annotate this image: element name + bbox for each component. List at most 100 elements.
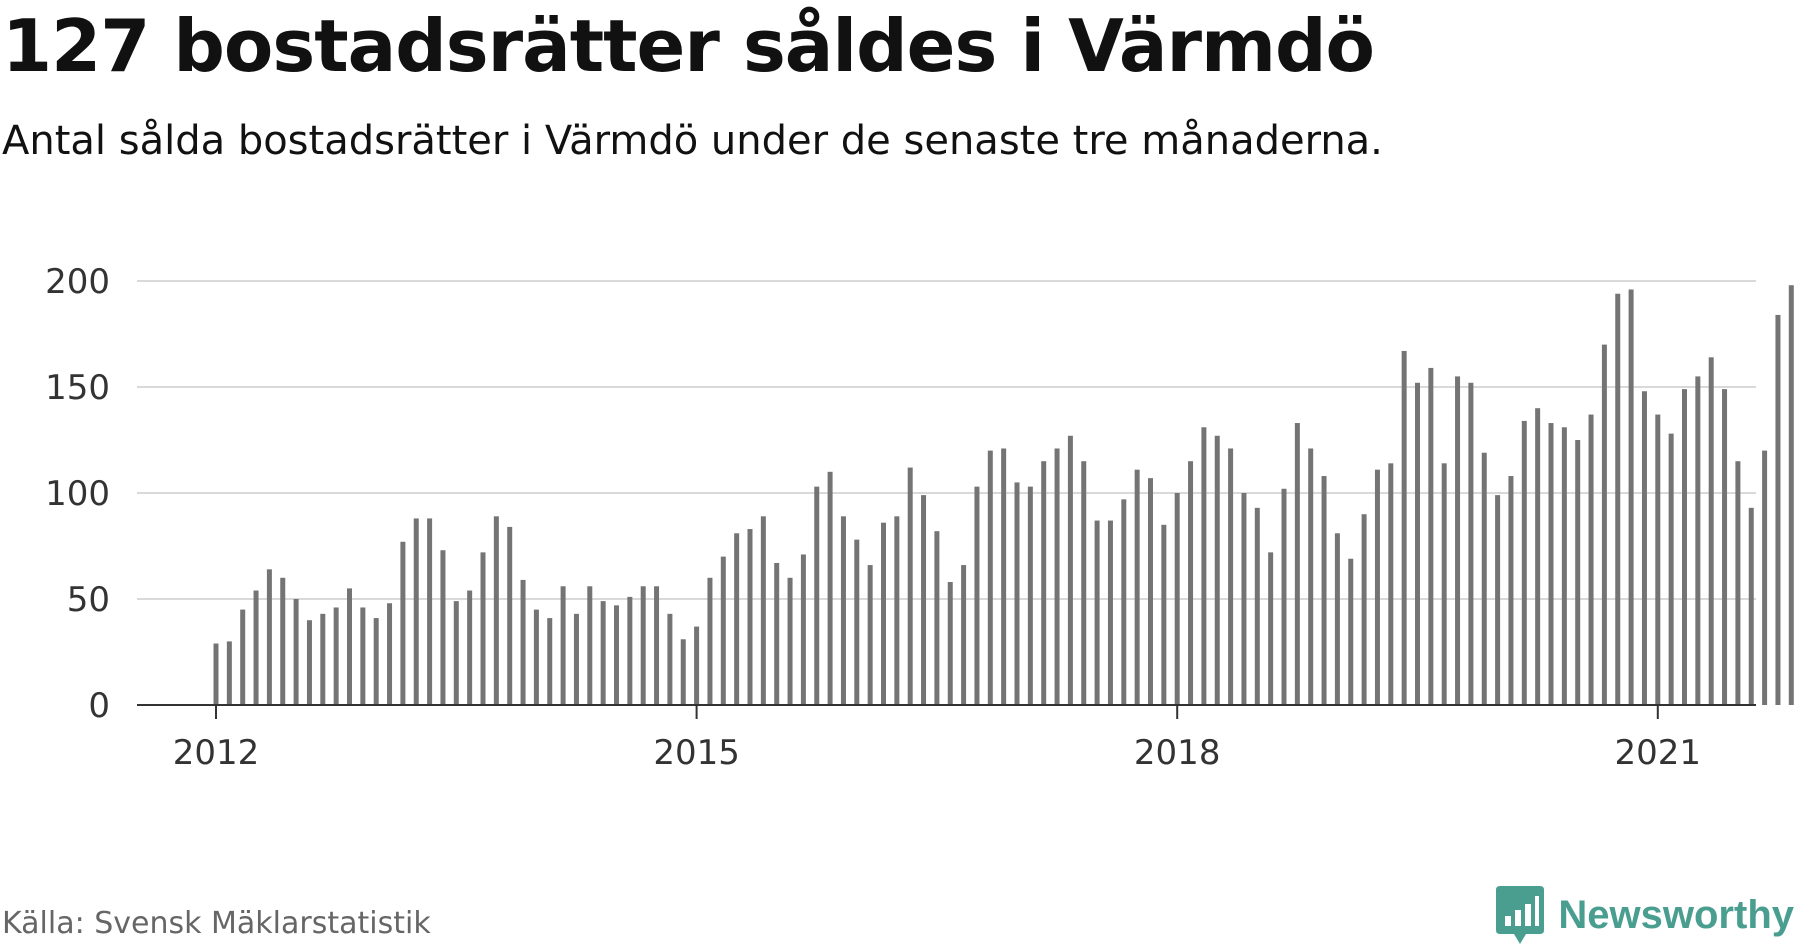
bar bbox=[600, 601, 606, 705]
y-axis-ticks: 0 50 100 150 200 bbox=[45, 262, 110, 726]
bar bbox=[360, 607, 366, 705]
bar bbox=[1348, 558, 1354, 705]
bar bbox=[1481, 452, 1487, 705]
chart-title: 127 bostadsrätter såldes i Värmdö bbox=[2, 4, 1375, 88]
bar bbox=[213, 643, 219, 705]
chart-subtitle: Antal sålda bostadsrätter i Värmdö under… bbox=[2, 118, 1383, 164]
bar bbox=[1441, 463, 1447, 705]
bar bbox=[1575, 440, 1581, 705]
x-tick-label: 2018 bbox=[1134, 733, 1221, 773]
bar bbox=[1334, 533, 1340, 705]
bar bbox=[266, 569, 272, 705]
y-tick-label: 50 bbox=[67, 580, 110, 620]
bar bbox=[854, 539, 860, 705]
bar bbox=[787, 577, 793, 705]
bar bbox=[1641, 391, 1647, 705]
bar bbox=[1027, 486, 1033, 705]
bars bbox=[213, 285, 1794, 705]
bar bbox=[840, 516, 846, 705]
bar bbox=[774, 562, 780, 705]
bar bbox=[573, 613, 579, 705]
bar bbox=[867, 565, 873, 705]
bar bbox=[680, 639, 686, 705]
bar bbox=[614, 605, 619, 705]
bar bbox=[1455, 376, 1461, 705]
bar bbox=[1361, 514, 1367, 705]
x-tick-label: 2015 bbox=[653, 733, 740, 773]
bar bbox=[1107, 520, 1113, 705]
y-tick-label: 150 bbox=[45, 368, 110, 408]
bar bbox=[560, 586, 566, 705]
bar bbox=[1374, 469, 1380, 705]
bar bbox=[1588, 414, 1594, 705]
bar bbox=[947, 582, 953, 705]
bar bbox=[1121, 499, 1127, 705]
bar bbox=[1735, 461, 1741, 705]
bar bbox=[333, 607, 339, 705]
bar bbox=[1254, 507, 1260, 705]
bar bbox=[907, 467, 913, 705]
bar bbox=[827, 471, 833, 705]
bar bbox=[1388, 463, 1394, 705]
bar bbox=[1228, 448, 1234, 705]
bar bbox=[480, 552, 486, 705]
bar bbox=[1161, 524, 1167, 705]
bar bbox=[226, 641, 232, 705]
bar bbox=[627, 596, 633, 705]
bar bbox=[1094, 520, 1100, 705]
bar bbox=[253, 590, 259, 705]
bar bbox=[1535, 408, 1541, 705]
bar bbox=[1321, 476, 1327, 705]
x-tick-label: 2021 bbox=[1615, 733, 1702, 773]
bar bbox=[1468, 382, 1474, 705]
bar bbox=[453, 601, 459, 705]
bar bbox=[734, 533, 740, 705]
bar bbox=[1495, 495, 1501, 705]
bar bbox=[293, 599, 299, 705]
bar bbox=[1601, 344, 1607, 705]
bar bbox=[467, 590, 473, 705]
bar bbox=[1775, 314, 1781, 705]
bar bbox=[1682, 389, 1687, 705]
bar bbox=[1041, 461, 1047, 705]
bar bbox=[1054, 448, 1060, 705]
bar bbox=[1081, 461, 1087, 705]
bar bbox=[1428, 367, 1434, 705]
brand-name: Newsworthy bbox=[1558, 892, 1794, 937]
bar bbox=[1067, 435, 1073, 705]
bar bbox=[1201, 427, 1207, 705]
bar bbox=[694, 626, 700, 705]
bar bbox=[921, 495, 927, 705]
bar bbox=[1615, 293, 1621, 705]
bar bbox=[320, 613, 326, 705]
bar bbox=[1174, 493, 1180, 705]
bar bbox=[1708, 357, 1714, 705]
bar bbox=[881, 522, 886, 705]
bar bbox=[280, 577, 286, 705]
bar bbox=[894, 516, 900, 705]
bar bbox=[427, 518, 433, 705]
bar bbox=[934, 531, 940, 705]
bar bbox=[1628, 289, 1634, 705]
bar bbox=[306, 620, 312, 705]
bar bbox=[1561, 427, 1567, 705]
bar bbox=[347, 588, 352, 705]
bar bbox=[1548, 423, 1554, 705]
bar bbox=[1001, 448, 1007, 705]
bar bbox=[707, 577, 713, 705]
bar bbox=[387, 603, 393, 705]
x-axis-ticks: 20122015201820212023 bbox=[173, 705, 1702, 773]
bar bbox=[1788, 285, 1794, 705]
bar bbox=[547, 618, 553, 705]
bar bbox=[520, 579, 526, 705]
bar bbox=[1188, 461, 1194, 705]
y-tick-label: 200 bbox=[45, 262, 110, 302]
bar-chart-speech-bubble-icon bbox=[1496, 886, 1545, 944]
bar bbox=[533, 609, 539, 705]
bar bbox=[493, 516, 499, 705]
bar bbox=[1668, 433, 1674, 705]
bar bbox=[1748, 507, 1754, 705]
bar bbox=[1508, 476, 1514, 705]
bar bbox=[507, 526, 513, 705]
bar bbox=[720, 556, 726, 705]
